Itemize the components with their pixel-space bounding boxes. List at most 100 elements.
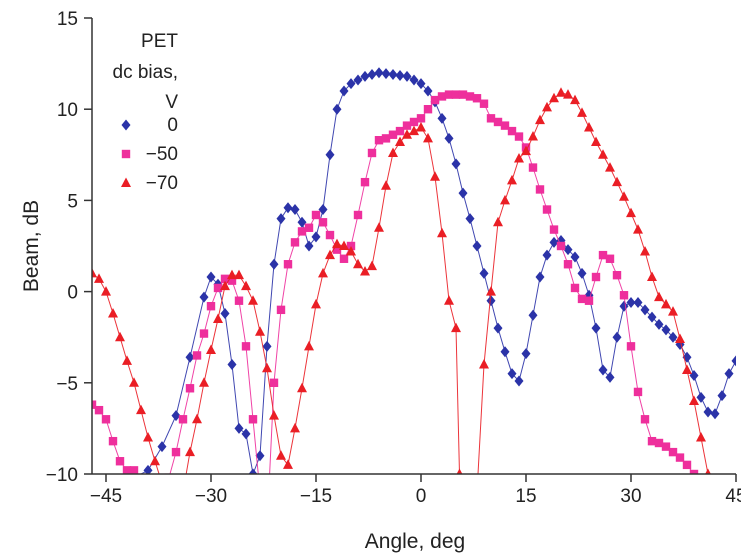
data-point (339, 85, 349, 97)
data-point (283, 202, 293, 214)
data-point (311, 298, 321, 309)
data-point (157, 441, 167, 453)
data-point (626, 207, 636, 218)
data-point (185, 446, 195, 457)
data-point (479, 267, 489, 279)
data-point (276, 450, 286, 460)
data-point (213, 283, 223, 293)
data-point (346, 78, 356, 90)
data-point (353, 74, 363, 86)
data-point (241, 280, 251, 291)
data-point (325, 149, 335, 161)
data-point (143, 464, 153, 474)
data-point (472, 487, 482, 497)
data-point (353, 258, 363, 269)
data-point (535, 114, 545, 125)
data-point (409, 125, 419, 136)
data-point (472, 94, 482, 103)
data-point (171, 505, 181, 514)
data-point (668, 331, 678, 343)
data-point (388, 130, 398, 139)
series-2 (92, 90, 699, 496)
data-point (647, 311, 657, 323)
data-point (234, 269, 244, 280)
data-point (598, 250, 608, 260)
data-point (304, 223, 314, 232)
data-point (696, 432, 706, 442)
series-line (92, 92, 709, 474)
data-point (115, 331, 125, 342)
data-point (549, 92, 559, 103)
legend-label: 0 (167, 115, 178, 136)
data-point (682, 460, 692, 470)
x-tick-label: 0 (416, 486, 427, 507)
y-tick-label: −5 (56, 374, 78, 395)
y-tick-label: −10 (46, 465, 78, 486)
data-point (185, 351, 195, 363)
data-point (199, 291, 209, 303)
data-point (290, 422, 300, 433)
data-point (234, 296, 244, 305)
data-point (367, 69, 377, 81)
data-point (654, 291, 664, 302)
data-point (724, 368, 734, 380)
data-point (374, 222, 384, 232)
data-point (612, 176, 622, 187)
data-point (304, 240, 314, 252)
data-point (332, 103, 342, 115)
data-point (605, 371, 615, 383)
data-point (717, 390, 727, 402)
data-point (395, 136, 405, 147)
y-tick-label: 15 (57, 9, 78, 30)
data-point (556, 241, 566, 251)
data-point (626, 342, 636, 351)
data-point (122, 466, 132, 474)
data-point (416, 78, 426, 90)
data-point (535, 271, 545, 283)
data-point (507, 174, 517, 185)
x-axis-label: Angle, deg (365, 530, 465, 553)
data-point (276, 213, 286, 225)
data-point (164, 496, 174, 506)
data-point (451, 158, 461, 170)
data-point (367, 148, 377, 158)
data-point (381, 68, 391, 80)
x-tick-label: −45 (90, 486, 122, 507)
data-point (262, 340, 272, 352)
data-point (283, 260, 293, 269)
y-tick-label: 5 (67, 191, 78, 212)
data-point (241, 342, 251, 351)
data-point (500, 194, 510, 205)
data-point (451, 90, 461, 99)
data-point (647, 271, 657, 282)
data-point (227, 269, 237, 280)
data-point (689, 370, 699, 382)
data-point (150, 455, 160, 466)
data-point (144, 488, 152, 496)
data-point (535, 185, 545, 194)
data-point (255, 450, 265, 462)
y-tick-label: 10 (57, 100, 78, 121)
data-point (430, 171, 440, 181)
data-point (269, 258, 279, 270)
data-point (94, 273, 104, 283)
data-point (507, 126, 517, 136)
data-point (493, 322, 503, 334)
data-point (402, 121, 412, 130)
data-point (332, 245, 342, 254)
data-point (598, 149, 608, 159)
data-point (444, 90, 454, 99)
data-point (542, 249, 552, 261)
data-point (122, 355, 132, 365)
series-1 (132, 67, 736, 474)
data-point (521, 348, 531, 360)
data-point (661, 298, 671, 309)
data-point (633, 297, 643, 309)
data-point (206, 301, 216, 311)
data-point (514, 152, 524, 163)
legend: PET dc bias, V0 −50 −70 (113, 31, 179, 194)
data-point (626, 297, 636, 309)
data-point (563, 89, 573, 99)
data-point (451, 322, 461, 333)
series-line (139, 72, 736, 474)
